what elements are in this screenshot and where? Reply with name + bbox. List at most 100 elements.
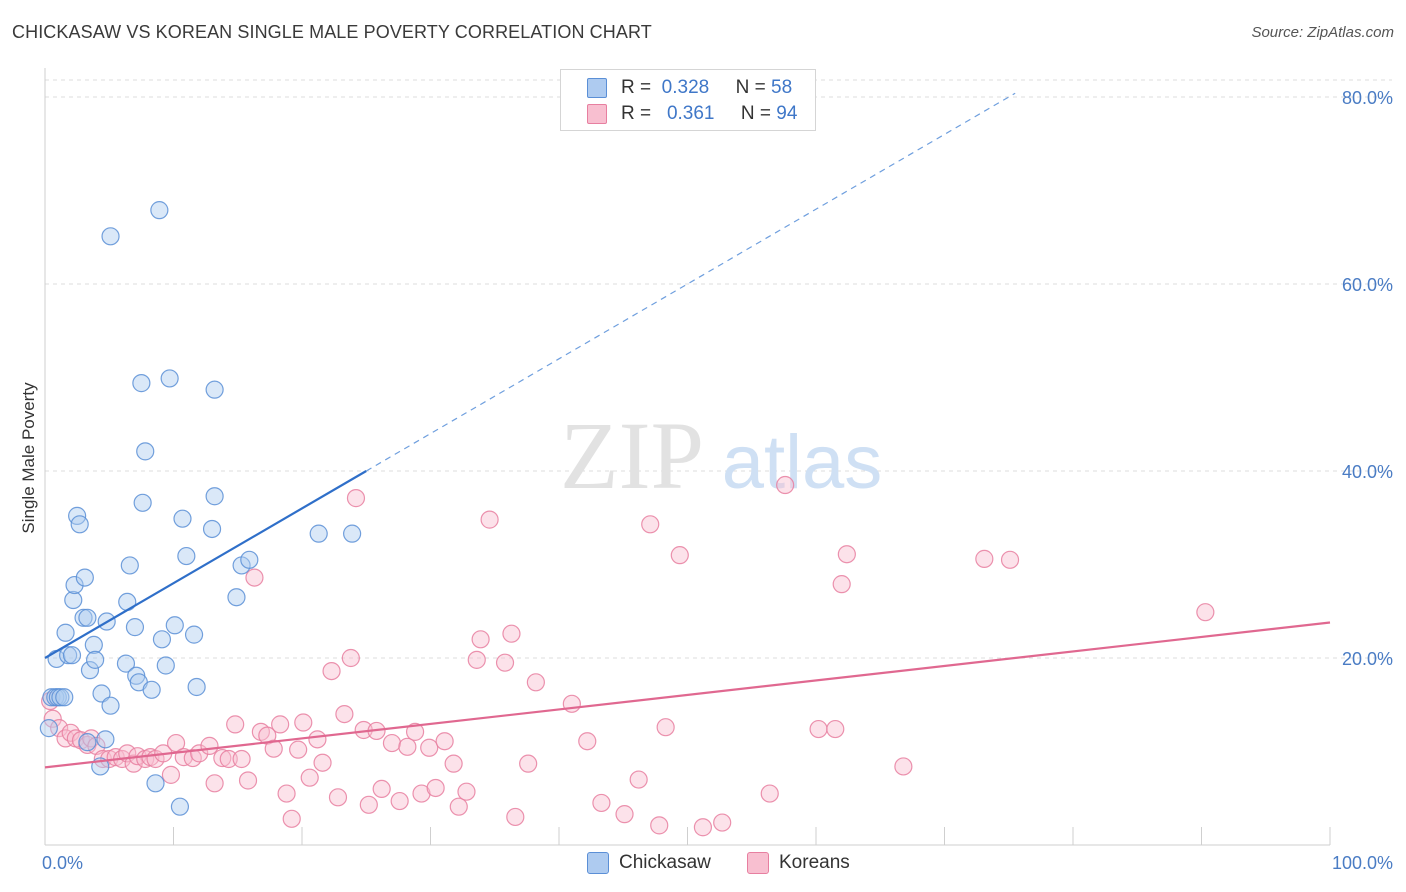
point-koreans: [713, 813, 732, 832]
bottom-legend-koreans[interactable]: Koreans: [747, 852, 850, 874]
point-koreans: [480, 510, 499, 529]
point-koreans: [205, 774, 224, 793]
bottom-legend-swatch-chickasaw: [587, 852, 609, 874]
point-koreans: [826, 719, 845, 739]
legend-r-value: 0.328: [661, 77, 710, 98]
point-koreans: [519, 754, 538, 773]
watermark-atlas: atlas: [722, 420, 883, 505]
series-chickasaw: [39, 201, 362, 816]
point-koreans: [289, 740, 308, 759]
y-tick-label: 60.0%: [1342, 275, 1393, 295]
point-chickasaw: [62, 646, 82, 665]
point-koreans: [87, 736, 106, 755]
legend-r-value: 0.361: [666, 103, 715, 124]
point-koreans: [232, 749, 251, 769]
point-koreans: [502, 624, 521, 643]
point-chickasaw: [205, 380, 224, 399]
point-chickasaw: [170, 797, 190, 816]
point-chickasaw: [80, 661, 100, 680]
point-koreans: [335, 704, 354, 724]
point-koreans: [444, 754, 463, 773]
point-koreans: [200, 736, 219, 755]
point-chickasaw: [64, 590, 83, 610]
legend-n-value: 58: [771, 77, 793, 98]
point-chickasaw: [173, 509, 192, 528]
point-koreans: [405, 722, 425, 741]
point-chickasaw: [152, 630, 172, 649]
point-koreans: [308, 730, 327, 749]
point-chickasaw: [55, 688, 74, 707]
point-koreans: [592, 793, 611, 813]
legend-n-value: 94: [776, 103, 798, 124]
point-chickasaw: [133, 493, 152, 512]
point-chickasaw: [132, 374, 151, 393]
point-koreans: [457, 782, 476, 801]
point-chickasaw: [101, 227, 120, 246]
point-koreans: [56, 729, 75, 748]
point-koreans: [426, 778, 445, 798]
point-koreans: [390, 791, 409, 811]
point-chickasaw: [120, 556, 139, 575]
source-label: Source: ZipAtlas.com: [1251, 24, 1394, 41]
point-chickasaw: [184, 625, 204, 644]
point-chickasaw: [187, 677, 206, 697]
point-koreans: [670, 546, 689, 565]
point-chickasaw: [156, 656, 175, 675]
point-koreans: [449, 797, 468, 816]
point-chickasaw: [150, 201, 169, 220]
point-chickasaw: [70, 515, 89, 534]
point-koreans: [382, 733, 402, 753]
point-koreans: [562, 694, 581, 713]
point-koreans: [328, 788, 348, 807]
point-chickasaw: [65, 575, 84, 595]
point-koreans: [809, 719, 828, 739]
point-koreans: [650, 816, 669, 835]
bottom-legend-swatch-koreans: [747, 852, 769, 874]
trend-line-chickasaw: [44, 470, 367, 659]
point-koreans: [1000, 550, 1020, 569]
point-chickasaw: [116, 654, 136, 673]
point-koreans: [226, 715, 245, 734]
point-chickasaw: [309, 524, 328, 543]
point-koreans: [50, 719, 69, 738]
point-koreans: [245, 568, 264, 587]
point-koreans: [629, 770, 648, 789]
point-chickasaw: [86, 650, 105, 669]
bottom-legend: Chickasaw Koreans: [0, 852, 1406, 876]
legend-swatch-koreans: [587, 104, 607, 124]
legend-row-chickasaw: R = 0.328 N = 58: [587, 76, 792, 100]
point-koreans: [43, 709, 62, 728]
bottom-legend-label-koreans: Koreans: [779, 852, 850, 873]
point-koreans: [61, 723, 80, 742]
point-chickasaw: [146, 774, 165, 793]
point-koreans: [161, 765, 181, 784]
chart-title: CHICKASAW VS KOREAN SINGLE MALE POVERTY …: [12, 22, 652, 42]
point-koreans: [346, 489, 366, 508]
point-koreans: [776, 475, 795, 495]
point-chickasaw: [160, 369, 179, 388]
legend-n-label: N =: [740, 103, 772, 124]
watermark-zip: ZIP: [560, 402, 704, 509]
point-koreans: [282, 809, 301, 828]
point-koreans: [294, 713, 313, 732]
bottom-legend-chickasaw[interactable]: Chickasaw: [587, 852, 711, 874]
point-chickasaw: [142, 680, 161, 699]
y-axis-label: Single Male Poverty: [19, 382, 38, 534]
point-chickasaw: [39, 719, 58, 738]
trend-lines: [44, 92, 1331, 769]
point-koreans: [975, 549, 994, 568]
trend-line-chickasaw-extension: [365, 92, 1016, 472]
trend-line-koreans: [44, 621, 1331, 769]
point-chickasaw: [92, 684, 111, 703]
point-koreans: [495, 653, 515, 672]
point-koreans: [264, 739, 283, 758]
point-koreans: [398, 737, 417, 756]
point-chickasaw: [78, 733, 97, 752]
point-koreans: [615, 805, 634, 824]
point-koreans: [435, 732, 454, 751]
point-chickasaw: [177, 546, 196, 566]
y-tick-label: 80.0%: [1342, 88, 1393, 108]
point-chickasaw: [202, 519, 222, 539]
tick-labels: 20.0% 40.0% 60.0% 80.0% 0.0% 100.0%: [42, 88, 1393, 873]
